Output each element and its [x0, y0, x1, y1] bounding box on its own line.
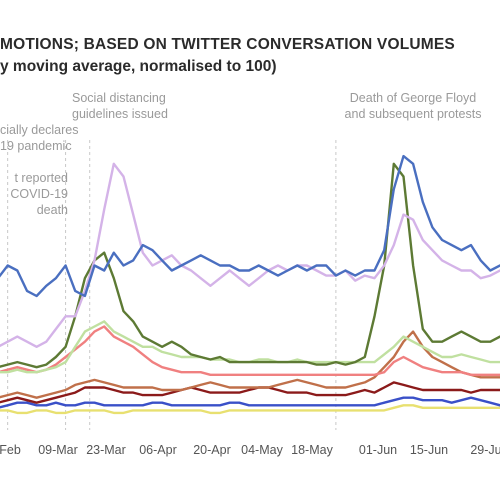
x-tick-label-0: Feb: [0, 443, 21, 457]
series-line-5: [0, 330, 500, 399]
series-line-4: [0, 325, 500, 376]
x-tick-label-8: 15-Jun: [410, 443, 448, 457]
series-line-6: [0, 381, 500, 404]
x-tick-label-1: 09-Mar: [38, 443, 78, 457]
annotation-label-1: t reported COVID-19 death: [10, 171, 68, 217]
x-tick-label-2: 23-Mar: [86, 443, 126, 457]
series-line-8: [0, 404, 500, 415]
x-tick-label-9: 29-Ju: [470, 443, 500, 457]
chart-subtitle: y moving average, normalised to 100): [0, 58, 277, 75]
annotation-label-2: Social distancing guidelines issued: [72, 91, 168, 121]
series-line-0: [0, 154, 500, 298]
series-lines: [0, 154, 500, 415]
x-axis-ticks: Feb 09-Mar 23-Mar 06-Apr 20-Apr 04-May 18-May 0…: [0, 443, 500, 457]
series-line-1: [0, 162, 500, 348]
series-line-7: [0, 396, 500, 409]
annotation-label-3: Death of George Floyd and subsequent prot…: [345, 91, 482, 121]
x-tick-label-5: 04-May: [241, 443, 283, 457]
x-tick-label-3: 06-Apr: [139, 443, 177, 457]
x-tick-label-6: 18-May: [291, 443, 333, 457]
annotation-labels: cially declares 19 pandemic t reported COVI…: [0, 91, 481, 217]
annotation-label-0: cially declares 19 pandemic: [0, 123, 79, 153]
chart-title: MOTIONS; BASED ON TWITTER CONVERSATION V…: [0, 36, 455, 53]
x-tick-label-7: 01-Jun: [359, 443, 397, 457]
series-line-3: [0, 320, 500, 374]
x-tick-label-4: 20-Apr: [193, 443, 231, 457]
series-line-2: [0, 162, 500, 369]
